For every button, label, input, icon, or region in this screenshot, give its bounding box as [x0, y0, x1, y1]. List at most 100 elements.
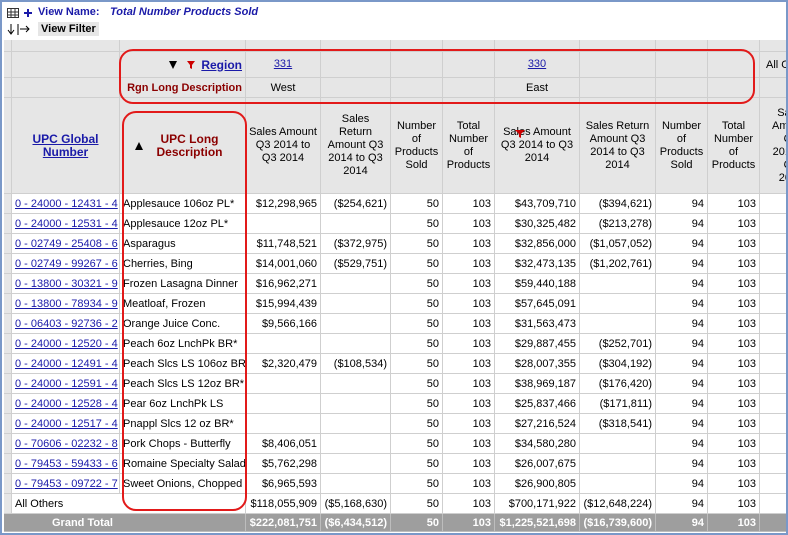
upc-link[interactable]: 0 - 24000 - 12491 - 4	[12, 354, 120, 374]
upc-link[interactable]: 0 - 02749 - 25408 - 6	[12, 234, 120, 254]
measure-header-text[interactable]: Sales Return Amount Q3 2014 to Q3 2014	[327, 113, 384, 177]
upc-link[interactable]: 0 - 13800 - 30321 - 9	[12, 274, 120, 294]
upc-link-text[interactable]: 0 - 02749 - 25408 - 6	[15, 237, 118, 250]
upc-link-text[interactable]: 0 - 79453 - 59433 - 6	[15, 457, 118, 470]
upc-link[interactable]: 0 - 13800 - 78934 - 9	[12, 294, 120, 314]
value-cell-text: 94	[691, 357, 704, 370]
row-gutter	[4, 494, 12, 514]
header-cell	[656, 52, 708, 78]
value-cell-text: $700,171,922	[508, 497, 576, 510]
value-cell: 50	[391, 394, 443, 414]
grid-icon[interactable]	[7, 7, 37, 19]
upc-link[interactable]: 0 - 79453 - 59433 - 6	[12, 454, 120, 474]
value-cell: $11,748,521	[246, 234, 321, 254]
region-code[interactable]: 331	[246, 52, 321, 78]
value-cell-text: 103	[737, 197, 756, 210]
measure-header[interactable]: Total Number of Products	[708, 98, 760, 194]
upc-description-text: Peach 6oz LnchPk BR*	[123, 337, 238, 350]
measure-header-text[interactable]: Number of Products Sold	[659, 119, 704, 171]
value-cell	[760, 294, 786, 314]
value-cell: 94	[656, 394, 708, 414]
region-header-text[interactable]: Region	[201, 57, 242, 72]
header-cell	[708, 40, 760, 52]
value-cell	[321, 294, 391, 314]
upc-link-text[interactable]: 0 - 24000 - 12531 - 4	[15, 217, 118, 230]
value-cell	[321, 334, 391, 354]
value-cell: 50	[391, 374, 443, 394]
filter-icon[interactable]	[515, 129, 525, 139]
measure-header-text[interactable]: Total Number of Products	[711, 119, 756, 171]
upc-link[interactable]: 0 - 24000 - 12528 - 4	[12, 394, 120, 414]
upc-link[interactable]: 0 - 06403 - 92736 - 2	[12, 314, 120, 334]
value-cell	[760, 234, 786, 254]
measure-header-text[interactable]: Sales Amount Q3 2014 to Q3 2014	[249, 126, 317, 164]
upc-link-text[interactable]: 0 - 70606 - 02232 - 8	[15, 437, 118, 450]
upc-link[interactable]: 0 - 79453 - 09722 - 7	[12, 474, 120, 494]
measure-header[interactable]: Number of Products Sold	[391, 98, 443, 194]
measure-header[interactable]: Sales Return Amount Q3 2014 to Q3 2014	[580, 98, 656, 194]
upc-link[interactable]: 0 - 70606 - 02232 - 8	[12, 434, 120, 454]
region-code-text[interactable]: 330	[527, 58, 547, 70]
measure-header[interactable]: Sales Amount Q3 2014 to Q3 2014	[495, 98, 580, 194]
sort-icon[interactable]	[134, 141, 144, 151]
upc-link[interactable]: 0 - 24000 - 12520 - 4	[12, 334, 120, 354]
grand-total-cell-text: $1,225,521,698	[499, 516, 576, 529]
value-cell-text: $6,965,593	[261, 477, 317, 490]
value-cell: 103	[708, 274, 760, 294]
value-cell	[580, 474, 656, 494]
measure-header-text[interactable]: Number of Products Sold	[394, 119, 439, 171]
upc-link-text[interactable]: 0 - 24000 - 12491 - 4	[15, 357, 118, 370]
sort-filter-icons[interactable]	[168, 60, 198, 70]
measure-header[interactable]: Sales Amount Q3 2014 to Q3 2014	[246, 98, 321, 194]
upc-link-text[interactable]: 0 - 24000 - 12528 - 4	[15, 397, 118, 410]
upc-header[interactable]: UPC Global Number	[12, 98, 120, 194]
region-code-text[interactable]: 331	[273, 58, 293, 70]
upc-link-text[interactable]: 0 - 24000 - 12591 - 4	[15, 377, 118, 390]
value-cell-text: ($213,278)	[598, 217, 652, 230]
desc-header-text[interactable]: UPC Long Description	[156, 131, 223, 159]
upc-link-text[interactable]: 0 - 24000 - 12431 - 4	[15, 197, 118, 210]
value-cell-text: $11,748,521	[256, 237, 317, 250]
upc-link-text[interactable]: 0 - 02749 - 99267 - 6	[15, 257, 118, 270]
filter-icons[interactable]	[7, 23, 35, 36]
value-cell: $31,563,473	[495, 314, 580, 334]
value-cell: 50	[391, 334, 443, 354]
value-cell: 94	[656, 414, 708, 434]
upc-header-text[interactable]: UPC Global Number	[32, 131, 99, 159]
value-cell: 94	[656, 474, 708, 494]
value-cell	[760, 214, 786, 234]
value-cell: 50	[391, 254, 443, 274]
value-cell: 94	[656, 434, 708, 454]
grand-total-cell: $222,081,751	[246, 514, 321, 532]
measure-header-text[interactable]: Sales Amount Q3 2014 to Q3 2014	[500, 126, 574, 164]
view-filter-button[interactable]: View Filter	[38, 22, 99, 36]
region-header[interactable]: Region	[120, 52, 246, 78]
measure-header[interactable]: Total Number of Products	[443, 98, 495, 194]
upc-link[interactable]: 0 - 24000 - 12591 - 4	[12, 374, 120, 394]
upc-link-text[interactable]: 0 - 79453 - 09722 - 7	[15, 477, 118, 490]
measure-header[interactable]: Sales Return Amount Q3 2014 to Q3 2014	[321, 98, 391, 194]
value-cell: 103	[708, 474, 760, 494]
value-cell: $15,994,439	[246, 294, 321, 314]
value-cell: ($1,202,761)	[580, 254, 656, 274]
value-cell-text: 50	[426, 397, 439, 410]
upc-link[interactable]: 0 - 02749 - 99267 - 6	[12, 254, 120, 274]
measure-header-text[interactable]: Sales Return Amount Q3 2014 to Q3 2014	[585, 119, 650, 171]
measure-header[interactable]: Number of Products Sold	[656, 98, 708, 194]
desc-header[interactable]: UPC Long Description	[120, 98, 246, 194]
upc-link-text[interactable]: 0 - 13800 - 78934 - 9	[15, 297, 118, 310]
upc-link[interactable]: 0 - 24000 - 12517 - 4	[12, 414, 120, 434]
value-cell: 103	[708, 334, 760, 354]
upc-link[interactable]: 0 - 24000 - 12431 - 4	[12, 194, 120, 214]
upc-link-text[interactable]: 0 - 13800 - 30321 - 9	[15, 277, 118, 290]
upc-link[interactable]: 0 - 24000 - 12531 - 4	[12, 214, 120, 234]
region-code[interactable]: 330	[495, 52, 580, 78]
upc-link-text[interactable]: 0 - 24000 - 12520 - 4	[15, 337, 118, 350]
upc-link-text[interactable]: 0 - 24000 - 12517 - 4	[15, 417, 118, 430]
measure-header-text[interactable]: Total Number of Products	[446, 119, 491, 171]
header-cell	[391, 78, 443, 98]
value-cell: $118,055,909	[246, 494, 321, 514]
upc-link-text[interactable]: 0 - 06403 - 92736 - 2	[15, 317, 118, 330]
value-cell-text: 94	[691, 317, 704, 330]
